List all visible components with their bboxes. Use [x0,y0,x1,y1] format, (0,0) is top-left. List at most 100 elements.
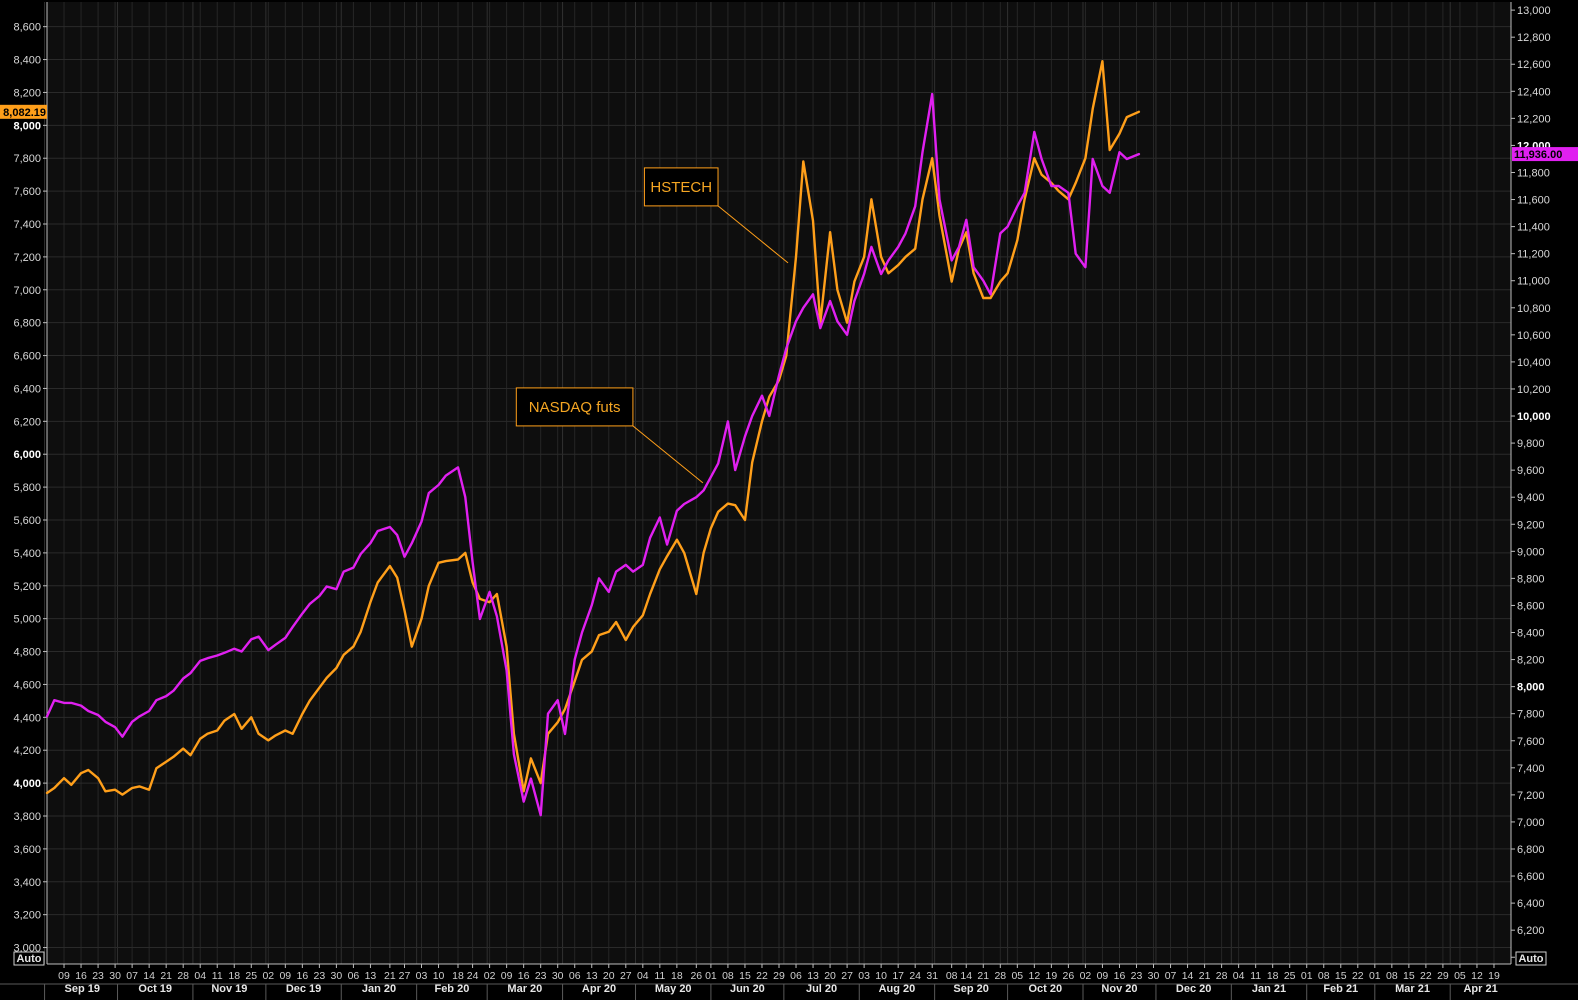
annotation-label: NASDAQ futs [529,399,621,416]
x-tick-label: 09 [279,970,291,982]
left-tick-label: 6,400 [13,383,41,395]
x-tick-label: 05 [1011,970,1023,982]
series-line-nasdaq-futs [45,92,1141,817]
month-label: Oct 20 [1028,983,1062,995]
x-tick-label: 09 [1097,970,1109,982]
right-tick-label: 11,200 [1517,249,1550,261]
left-auto-button-frame[interactable] [13,951,45,966]
right-tick-label: 7,600 [1517,736,1545,748]
x-tick-label: 16 [297,970,309,982]
left-auto-button[interactable]: Auto [13,951,45,966]
x-tick-label: 27 [399,970,411,982]
x-tick-label: 28 [177,970,189,982]
x-tick-label: 06 [790,970,802,982]
x-tick-label: 18 [1267,970,1279,982]
x-tick-label: 14 [960,970,972,982]
x-tick-label: 12 [1471,970,1483,982]
annotation-box [643,167,719,207]
x-tick-label: 25 [1284,970,1296,982]
annotation-hstech: HSTECH [643,167,789,264]
left-tick-label: 6,800 [13,318,41,330]
right-tick-label: 10,000 [1517,411,1551,423]
x-tick-label: 18 [671,970,683,982]
right-tick-label: 8,000 [1517,682,1545,694]
month-label: Jul 20 [806,983,837,995]
x-tick-label: 24 [467,970,479,982]
annotation-nasdaq-futs: NASDAQ futs [515,387,704,484]
x-tick-label: 29 [773,970,785,982]
right-tick-label: 12,400 [1517,86,1551,98]
left-tick-label: 6,200 [13,416,41,428]
x-tick-label: 01 [705,970,717,982]
x-tick-label: 09 [501,970,513,982]
left-tick-label: 7,400 [13,219,41,231]
x-tick-label: 30 [552,970,564,982]
x-tick-label: 04 [194,970,206,982]
x-tick-label: 22 [1352,970,1364,982]
right-tick-label: 8,400 [1517,628,1545,640]
x-tick-label: 08 [722,970,734,982]
x-tick-label: 02 [1080,970,1092,982]
x-tick-label: 21 [384,970,396,982]
x-tick-label: 04 [1233,970,1245,982]
x-tick-label: 12 [1029,970,1041,982]
x-tick-label: 01 [1369,970,1381,982]
x-tick-label: 14 [1182,970,1194,982]
right-badge-label: 11,936.00 [1514,149,1562,161]
x-tick-label: 08 [946,970,958,982]
series-line-hstech [45,60,1141,796]
right-tick-label: 6,200 [1517,925,1545,937]
left-tick-label: 7,000 [13,285,41,297]
right-tick-label: 9,600 [1517,465,1545,477]
x-tick-label: 16 [75,970,87,982]
right-last-value-badge: 11,936.00 [1512,147,1578,162]
left-tick-label: 3,200 [13,910,41,922]
left-auto-button-label[interactable]: Auto [16,953,41,965]
x-tick-label: 31 [926,970,938,982]
left-tick-label: 5,600 [13,515,41,527]
x-tick-label: 02 [484,970,496,982]
x-tick-label: 23 [1131,970,1143,982]
right-tick-label: 10,600 [1517,330,1551,342]
left-tick-label: 5,000 [13,614,41,626]
x-tick-label: 28 [994,970,1006,982]
x-tick-label: 03 [416,970,428,982]
x-tick-label: 19 [1488,970,1500,982]
month-label: Mar 20 [507,983,542,995]
right-tick-label: 11,800 [1517,167,1550,179]
right-tick-label: 11,600 [1517,195,1550,207]
right-tick-label: 7,000 [1517,817,1545,829]
x-tick-label: 26 [690,970,702,982]
left-badge-label: 8,082.19 [3,107,46,119]
left-tick-label: 8,000 [13,120,41,132]
left-tick-label: 5,400 [13,548,41,560]
right-tick-label: 12,600 [1517,59,1551,71]
left-last-value-badge: 8,082.19 [0,104,47,119]
right-tick-label: 6,400 [1517,898,1545,910]
month-label: Jan 21 [1252,983,1286,995]
month-label: Aug 20 [879,983,916,995]
left-tick-label: 7,600 [13,186,41,198]
month-label: Sep 19 [65,983,100,995]
month-label: Feb 20 [434,983,469,995]
right-auto-button[interactable]: Auto [1515,951,1547,966]
left-tick-label: 6,600 [13,351,41,363]
month-label: Nov 19 [211,983,247,995]
right-badge-bg [1512,147,1578,162]
right-tick-label: 12,800 [1517,32,1551,44]
month-label: Jan 20 [362,983,396,995]
x-tick-label: 17 [892,970,904,982]
right-tick-label: 8,600 [1517,600,1545,612]
x-tick-label: 23 [314,970,326,982]
x-tick-label: 23 [92,970,104,982]
x-tick-label: 21 [160,970,172,982]
right-auto-button-frame[interactable] [1515,951,1547,966]
left-tick-label: 8,600 [13,22,41,34]
right-tick-label: 9,800 [1517,438,1545,450]
right-auto-button-label[interactable]: Auto [1518,953,1543,965]
x-tick-label: 20 [824,970,836,982]
month-label: Jun 20 [730,983,765,995]
x-tick-label: 30 [331,970,343,982]
x-tick-label: 01 [1301,970,1313,982]
x-tick-label: 11 [212,970,223,982]
